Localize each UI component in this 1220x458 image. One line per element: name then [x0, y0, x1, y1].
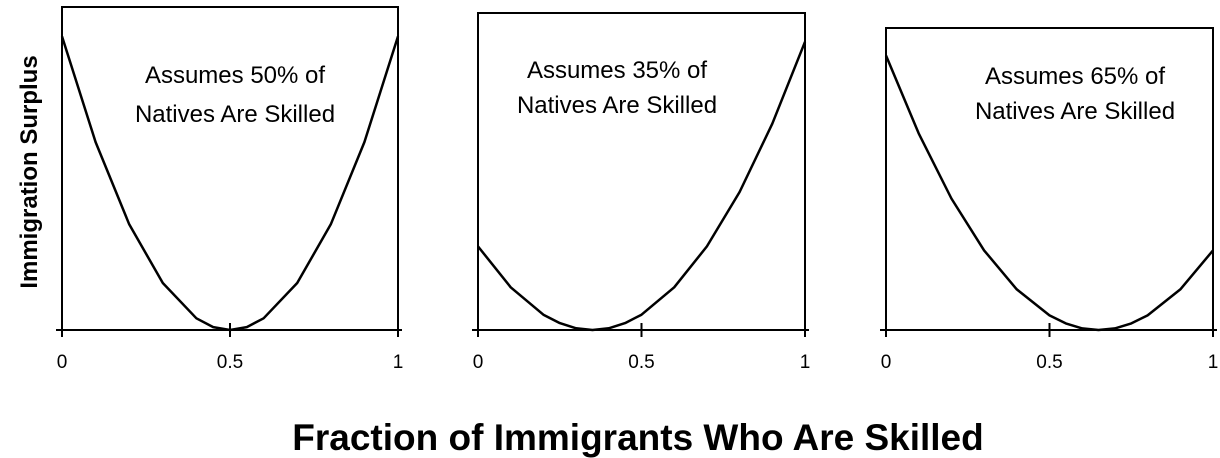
panel-annotation-line: Assumes 35% of [527, 57, 707, 84]
x-tick-label: 0.5 [217, 352, 243, 373]
chart-panel-3: 0 0.5 1 Assumes 65% of Natives Are Skilled [880, 27, 1219, 373]
x-tick-label: 0.5 [628, 352, 654, 373]
y-axis-label: Immigration Surplus [16, 55, 43, 288]
x-tick-label: 0 [473, 352, 484, 373]
panel-frame [477, 12, 806, 330]
x-tick-label: 0.5 [1036, 352, 1062, 373]
surplus-curve-line [477, 41, 807, 332]
panel-annotation-line: Assumes 65% of [985, 63, 1165, 90]
panel-annotation-line: Assumes 50% of [145, 62, 325, 89]
x-tick-label: 1 [393, 352, 404, 373]
x-tick-label: 0 [881, 352, 892, 373]
x-tick-label: 0 [57, 352, 68, 373]
x-tick-label: 1 [800, 352, 811, 373]
panel-frame [885, 27, 1214, 330]
chart-panel-2: 0 0.5 1 Assumes 35% of Natives Are Skilled [472, 12, 811, 373]
panel-frame [61, 6, 399, 330]
surplus-curve-line [884, 55, 1214, 332]
x-axis-label: Fraction of Immigrants Who Are Skilled [292, 417, 983, 458]
x-tick-label: 1 [1208, 352, 1219, 373]
panel-annotation-line: Natives Are Skilled [135, 101, 335, 128]
surplus-curve-line [60, 36, 400, 332]
chart-panel-1: 0 0.5 1 Assumes 50% of Natives Are Skilled [56, 6, 404, 373]
panel-annotation-line: Natives Are Skilled [975, 98, 1175, 125]
panel-annotation-line: Natives Are Skilled [517, 92, 717, 119]
